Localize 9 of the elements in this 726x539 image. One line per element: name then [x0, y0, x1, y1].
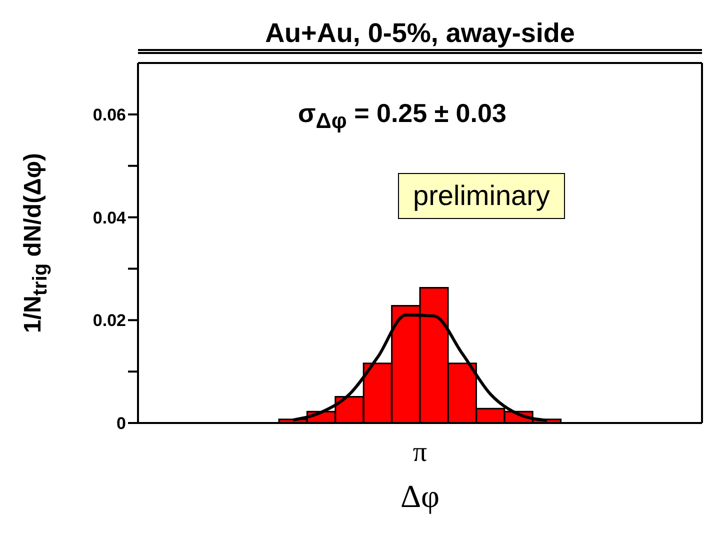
- text: π: [412, 437, 428, 469]
- y-tick-label: 0: [116, 414, 126, 434]
- annotation: preliminary: [398, 173, 565, 219]
- y-tick-label: 0.06: [92, 105, 126, 124]
- chart-title: Au+Au, 0-5%, away-side: [138, 18, 702, 54]
- y-tick-label: 0.04: [92, 208, 127, 228]
- x-axis-title: Δφ: [399, 478, 441, 515]
- annotation: σ$_{Δφ}$ = 0.25 ± 0.03: [298, 98, 506, 134]
- y-tick-label: 0.02: [92, 311, 126, 330]
